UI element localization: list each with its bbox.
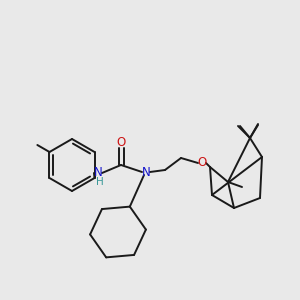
Text: O: O bbox=[197, 157, 207, 169]
Text: O: O bbox=[116, 136, 126, 148]
Text: N: N bbox=[142, 166, 150, 178]
Text: N: N bbox=[94, 167, 102, 179]
Text: H: H bbox=[96, 177, 104, 187]
